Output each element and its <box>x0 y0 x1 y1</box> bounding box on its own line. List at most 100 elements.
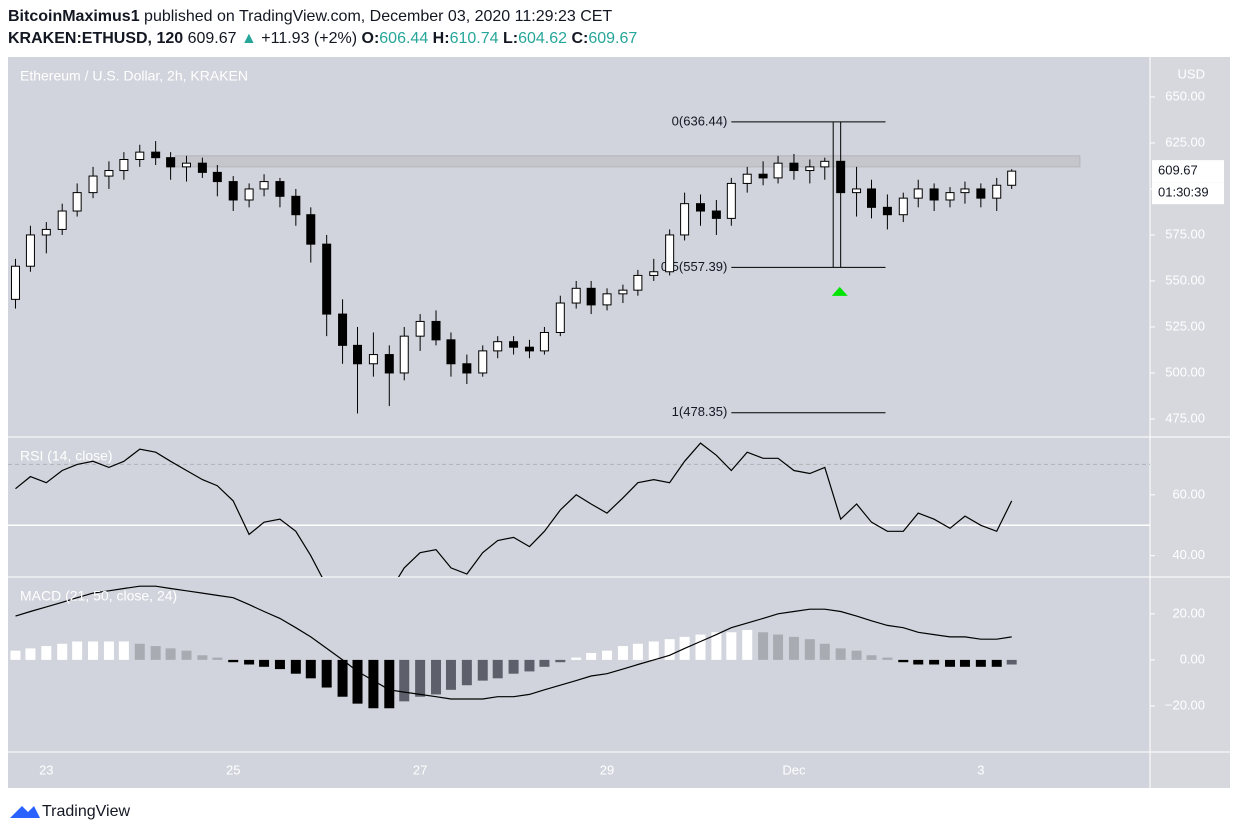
header: BitcoinMaximus1 published on TradingView… <box>8 6 637 50</box>
candle-body <box>882 206 892 216</box>
candle-body <box>836 160 846 194</box>
resistance-zone <box>174 155 1081 168</box>
c-value: 609.67 <box>588 30 638 47</box>
price: 609.67 <box>187 30 237 47</box>
candle-body <box>945 192 955 201</box>
histogram-bar <box>305 659 316 679</box>
axis-unit: USD <box>1178 66 1205 81</box>
candle-body <box>384 354 394 374</box>
candle-body <box>773 162 783 179</box>
histogram-bar <box>399 659 410 702</box>
histogram-bar <box>758 632 769 660</box>
candle-body <box>711 210 721 219</box>
candle-body <box>72 192 82 212</box>
histogram-bar <box>929 659 940 665</box>
candle-body <box>695 203 705 212</box>
candle-body <box>898 197 908 216</box>
histogram-bar <box>726 632 737 660</box>
x-tick-label: 23 <box>39 762 53 777</box>
l-label: L: <box>502 30 519 47</box>
y-tick-label: 500.00 <box>1165 364 1205 379</box>
candle-body <box>151 151 161 159</box>
histogram-bar <box>118 641 129 660</box>
candle-body <box>10 265 20 300</box>
candle-body <box>306 214 316 245</box>
y-tick-label: 40.00 <box>1172 547 1205 562</box>
histogram-bar <box>384 659 395 709</box>
chart-background <box>8 57 1230 788</box>
candle-body <box>291 195 301 216</box>
histogram-bar <box>945 659 956 667</box>
histogram-bar <box>492 659 503 679</box>
histogram-bar <box>632 643 643 660</box>
histogram-bar <box>415 659 426 697</box>
candle-body <box>446 339 456 365</box>
histogram-bar <box>991 659 1002 667</box>
candle-body <box>618 289 628 295</box>
axes: USD650.00625.00600.00575.00550.00525.005… <box>20 66 1224 777</box>
rsi-pane <box>8 442 1150 577</box>
histogram-bar <box>648 641 659 660</box>
candle-body <box>338 313 348 346</box>
histogram-bar <box>898 659 909 663</box>
candle-body <box>135 151 145 160</box>
candle-body <box>25 234 35 267</box>
histogram-bar <box>866 655 877 660</box>
candle-body <box>867 188 877 208</box>
candle-body <box>415 320 425 337</box>
histogram-bar <box>181 650 192 660</box>
candle-body <box>228 181 238 201</box>
candle-body <box>244 188 254 201</box>
pane-title: Ethereum / U.S. Dollar, 2h, KRAKEN <box>20 68 248 84</box>
candle-body <box>992 184 1002 199</box>
symbol: KRAKEN:ETHUSD, 120 <box>8 30 184 47</box>
candle-body <box>805 166 815 172</box>
candle-body <box>555 302 565 333</box>
candle-body <box>1007 170 1017 186</box>
c-label: C: <box>571 30 589 47</box>
candle-body <box>275 181 285 197</box>
candle-body <box>431 320 441 341</box>
candle-body <box>399 335 409 374</box>
histogram-bar <box>274 659 285 670</box>
candle-body <box>976 188 986 199</box>
macd-line <box>15 585 1012 700</box>
last-price: 609.67 <box>1158 163 1198 178</box>
y-tick-label: 550.00 <box>1165 272 1205 287</box>
histogram-bar <box>321 659 332 688</box>
candle-body <box>259 181 269 190</box>
histogram-bar <box>539 659 550 667</box>
candle-body <box>368 354 378 365</box>
rsi-line <box>15 442 1013 577</box>
histogram-bar <box>103 641 114 660</box>
x-tick-label: Dec <box>782 762 806 777</box>
candle-body <box>524 346 534 352</box>
y-tick-label: 625.00 <box>1165 134 1205 149</box>
quote-line: KRAKEN:ETHUSD, 120 609.67 ▲ +11.93 (+2%)… <box>8 28 637 50</box>
candle-body <box>649 271 659 276</box>
y-tick-label: −20.00 <box>1165 697 1205 712</box>
histogram-bar <box>41 646 52 660</box>
histogram-bar <box>617 646 628 660</box>
candle-body <box>493 341 503 352</box>
candle-body <box>789 162 799 172</box>
publish-line: BitcoinMaximus1 published on TradingView… <box>8 6 637 28</box>
histogram-bar <box>259 659 270 667</box>
candle-body <box>462 363 472 374</box>
candle-body <box>104 170 114 177</box>
histogram-bar <box>72 641 83 660</box>
pane-title: MACD (21, 50, close, 24) <box>20 588 177 604</box>
candle-body <box>197 162 207 173</box>
histogram-bar <box>88 641 99 660</box>
candle-body <box>680 203 690 236</box>
candle-body <box>571 287 581 304</box>
histogram-bar <box>695 634 706 660</box>
candle-body <box>758 173 768 179</box>
histogram-bar <box>337 659 348 697</box>
histogram-bar <box>664 639 675 660</box>
histogram-bar <box>477 659 488 681</box>
candle-body <box>913 188 923 199</box>
candle-body <box>88 175 98 194</box>
histogram-bar <box>555 659 566 663</box>
